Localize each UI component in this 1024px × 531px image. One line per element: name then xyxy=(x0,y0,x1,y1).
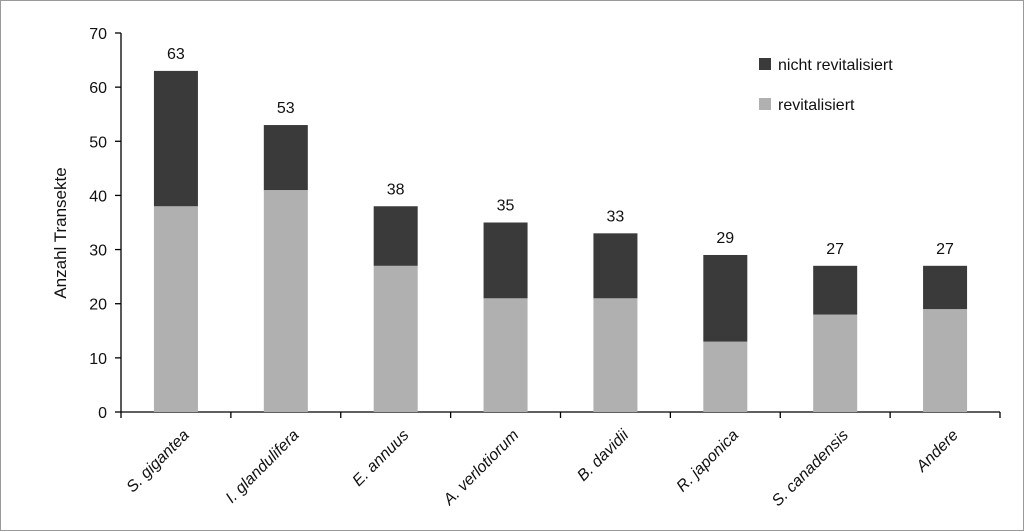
data-label-total: 35 xyxy=(497,198,515,215)
y-tick-label: 30 xyxy=(89,243,107,260)
y-axis-label: Anzahl Transekte xyxy=(51,167,70,298)
y-tick-label: 0 xyxy=(98,405,107,422)
x-tick-label: R. japonica xyxy=(674,427,743,496)
bar-segment-revitalisiert xyxy=(813,314,858,412)
x-tick-label: S. gigantea xyxy=(124,427,193,496)
data-label-total: 27 xyxy=(936,241,954,258)
x-tick-labels: S. gigantea I. glandulifera E. annuus A. ve… xyxy=(124,426,962,509)
y-tick-label: 10 xyxy=(89,351,107,368)
bar-segment-revitalisiert xyxy=(373,265,418,412)
axes: 0 10 20 30 40 50 60 70 xyxy=(89,26,1001,422)
data-label-total: 53 xyxy=(277,100,295,117)
x-tick-label: S. canadensis xyxy=(769,427,852,510)
bar-segment-nicht-revitalisiert xyxy=(373,206,418,266)
bar-segment-revitalisiert xyxy=(483,298,528,412)
x-tick-label: B. davidii xyxy=(574,426,632,484)
x-tick-label: Andere xyxy=(913,427,962,476)
data-label-total: 33 xyxy=(607,208,625,225)
bar-segment-nicht-revitalisiert xyxy=(593,233,638,299)
y-tick-label: 40 xyxy=(89,188,107,205)
bar-segment-revitalisiert xyxy=(923,309,968,412)
data-label-total: 38 xyxy=(387,181,405,198)
y-tick-label: 70 xyxy=(89,26,107,43)
y-tick-label: 50 xyxy=(89,134,107,151)
bar-segment-nicht-revitalisiert xyxy=(703,254,748,342)
data-label-total: 29 xyxy=(716,230,734,247)
legend-label-nicht-revitalisiert: nicht revitalisiert xyxy=(778,57,893,74)
bar-segment-nicht-revitalisiert xyxy=(813,265,858,315)
data-label-total: 63 xyxy=(167,46,185,63)
x-tick-label: E. annuus xyxy=(350,427,413,490)
bar-segment-revitalisiert xyxy=(703,341,748,412)
bar-segment-nicht-revitalisiert xyxy=(153,70,198,207)
data-label-total: 27 xyxy=(826,241,844,258)
bar-segment-revitalisiert xyxy=(153,206,198,412)
y-tick-label: 60 xyxy=(89,80,107,97)
bar-segment-revitalisiert xyxy=(593,298,638,412)
bar-segment-nicht-revitalisiert xyxy=(263,125,308,191)
bar-segment-nicht-revitalisiert xyxy=(483,222,528,299)
x-tick-label: A. verlotiorum xyxy=(440,427,523,510)
bar-segment-nicht-revitalisiert xyxy=(923,265,968,310)
bar-segment-revitalisiert xyxy=(263,190,308,412)
data-labels: 63 53 38 35 33 29 27 27 xyxy=(167,46,954,258)
legend-label-revitalisiert: revitalisiert xyxy=(778,97,855,114)
y-tick-label: 20 xyxy=(89,297,107,314)
x-tick-label: I. glandulifera xyxy=(223,427,303,507)
legend: nicht revitalisiert revitalisiert xyxy=(759,57,893,114)
legend-swatch-nicht-revitalisiert xyxy=(759,58,771,70)
legend-swatch-revitalisiert xyxy=(759,98,771,110)
bars xyxy=(153,70,968,412)
